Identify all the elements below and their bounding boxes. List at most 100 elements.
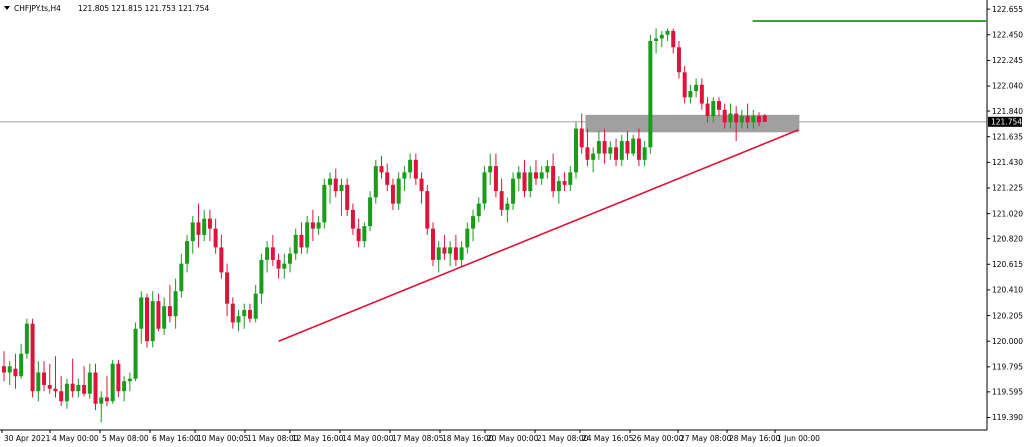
candle[interactable] [728, 103, 733, 129]
candle[interactable] [179, 253, 184, 298]
candle[interactable] [19, 343, 24, 379]
candle[interactable] [2, 351, 6, 382]
candle[interactable] [459, 241, 464, 267]
candle[interactable] [734, 106, 739, 142]
candle[interactable] [711, 97, 716, 123]
candle[interactable] [24, 318, 29, 359]
candle[interactable] [608, 141, 613, 160]
candle[interactable] [127, 372, 132, 392]
candle[interactable] [471, 209, 476, 242]
candle[interactable] [350, 203, 355, 235]
candle[interactable] [453, 234, 458, 267]
candle[interactable] [213, 218, 218, 254]
candle[interactable] [253, 284, 258, 323]
candle[interactable] [328, 172, 333, 204]
candle[interactable] [104, 376, 109, 407]
candle[interactable] [87, 363, 92, 399]
candle[interactable] [419, 172, 424, 204]
candle[interactable] [293, 228, 298, 260]
candle[interactable] [207, 209, 212, 242]
candle[interactable] [236, 309, 241, 332]
resistance-zone[interactable] [585, 114, 800, 133]
plot-area[interactable] [0, 20, 987, 423]
candle[interactable] [482, 166, 487, 210]
candle[interactable] [528, 166, 533, 198]
candle[interactable] [310, 209, 315, 242]
candle[interactable] [631, 134, 636, 157]
candle[interactable] [145, 293, 149, 348]
candle[interactable] [64, 378, 69, 409]
candle[interactable] [751, 109, 756, 129]
candle[interactable] [671, 28, 676, 54]
candle[interactable] [505, 197, 510, 223]
candle[interactable] [739, 109, 744, 129]
candle[interactable] [288, 247, 292, 273]
candle[interactable] [614, 138, 619, 167]
candle[interactable] [247, 303, 252, 323]
candle[interactable] [545, 159, 550, 179]
candle[interactable] [476, 197, 481, 223]
candle[interactable] [139, 291, 144, 344]
candle[interactable] [265, 241, 270, 273]
candle[interactable] [585, 128, 590, 167]
candle[interactable] [316, 216, 321, 235]
candle[interactable] [717, 97, 721, 117]
candle[interactable] [676, 41, 681, 79]
candle[interactable] [533, 159, 538, 185]
candle[interactable] [110, 359, 115, 404]
chevron-down-icon[interactable] [4, 6, 10, 10]
candle[interactable] [648, 34, 653, 154]
candle[interactable] [642, 141, 647, 167]
candle[interactable] [522, 159, 527, 198]
candle[interactable] [625, 131, 630, 160]
candle[interactable] [339, 178, 344, 217]
candle[interactable] [167, 284, 172, 323]
candle[interactable] [173, 278, 178, 329]
candle[interactable] [116, 359, 121, 398]
candle[interactable] [551, 153, 556, 198]
candle[interactable] [757, 112, 762, 127]
candle[interactable] [682, 66, 687, 104]
candle[interactable] [431, 222, 435, 267]
candle[interactable] [373, 159, 378, 204]
candle[interactable] [425, 184, 430, 235]
candle[interactable] [322, 178, 327, 229]
support-trendline[interactable] [278, 129, 799, 342]
candle[interactable] [196, 203, 201, 248]
candle[interactable] [76, 378, 81, 398]
candle[interactable] [47, 363, 52, 394]
candle[interactable] [390, 178, 395, 210]
candle[interactable] [42, 361, 47, 392]
candle[interactable] [270, 234, 275, 267]
candle[interactable] [579, 113, 584, 154]
candle[interactable] [30, 318, 35, 398]
candle[interactable] [591, 147, 596, 173]
candle[interactable] [82, 366, 87, 397]
candle[interactable] [356, 218, 361, 248]
candle[interactable] [276, 253, 281, 279]
candle[interactable] [654, 28, 659, 54]
candle[interactable] [539, 166, 544, 185]
candle[interactable] [396, 172, 401, 210]
candle[interactable] [362, 222, 367, 248]
candle[interactable] [225, 263, 230, 317]
candle[interactable] [70, 358, 75, 398]
candle[interactable] [408, 153, 413, 179]
candle[interactable] [511, 172, 516, 210]
candle[interactable] [7, 361, 12, 385]
candle[interactable] [185, 234, 190, 273]
candle[interactable] [705, 97, 710, 123]
candle[interactable] [59, 376, 64, 407]
candle[interactable] [133, 322, 138, 382]
candle[interactable] [694, 78, 699, 98]
candle[interactable] [379, 156, 384, 179]
candle[interactable] [413, 153, 418, 185]
candle[interactable] [499, 178, 504, 217]
candle[interactable] [36, 361, 41, 402]
candle[interactable] [722, 103, 727, 129]
candle[interactable] [230, 297, 235, 329]
candle[interactable] [602, 128, 607, 164]
candle[interactable] [699, 78, 704, 110]
